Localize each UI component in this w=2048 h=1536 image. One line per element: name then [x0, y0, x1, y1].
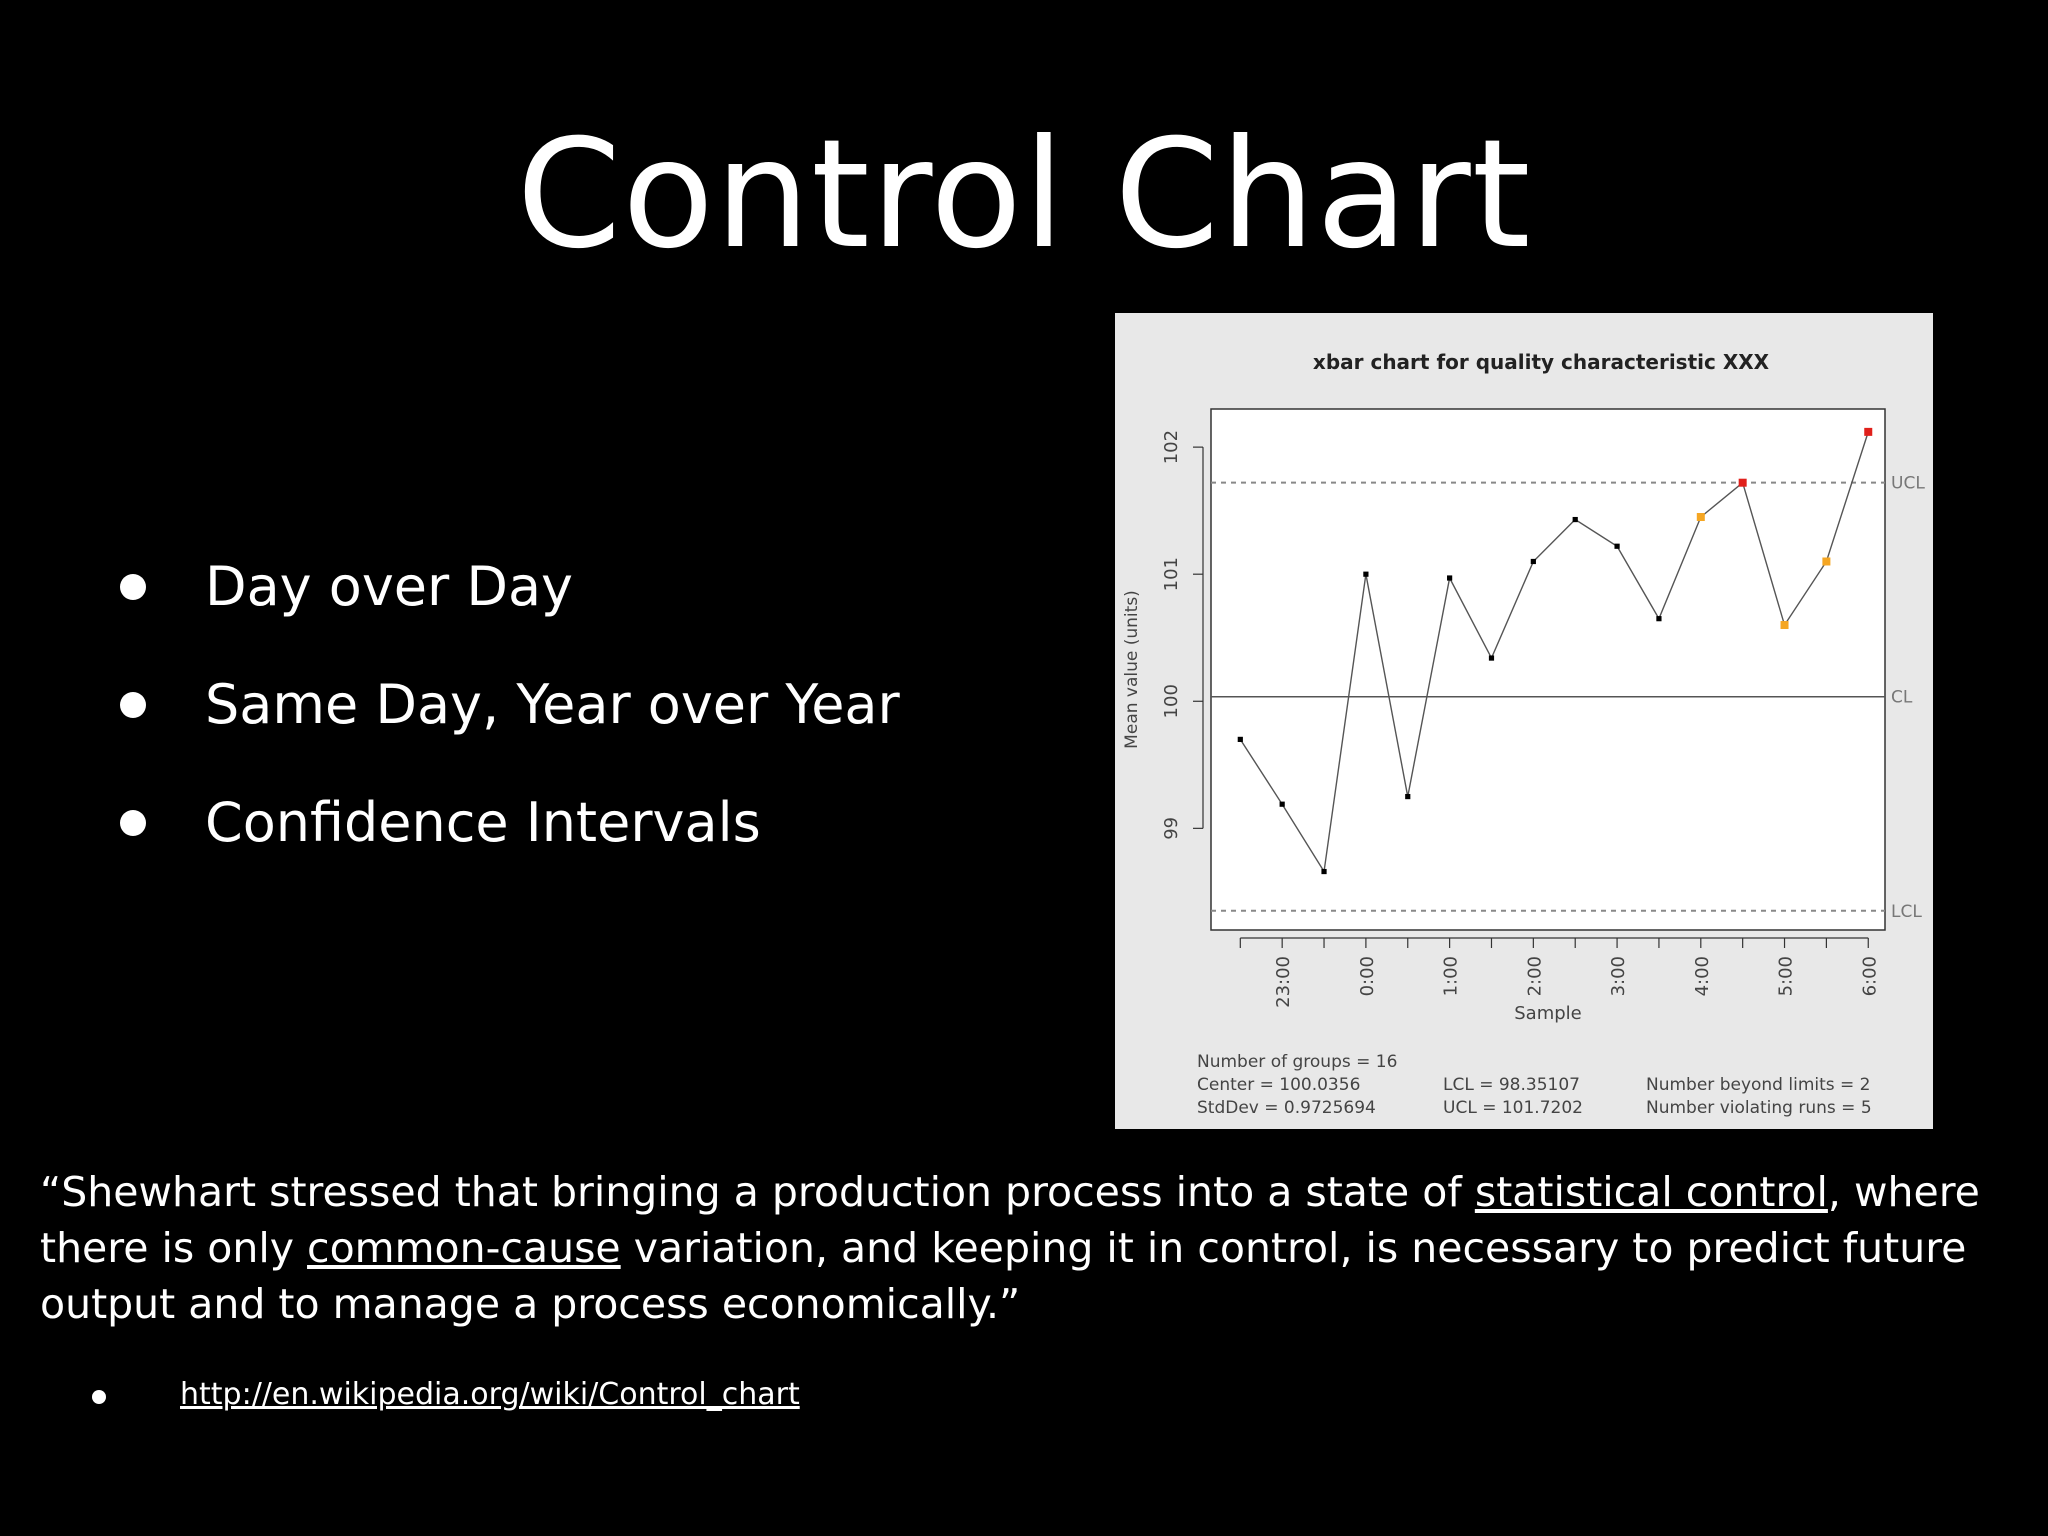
quote-text-start: “Shewhart stressed that bringing a produ…	[40, 1168, 1475, 1216]
y-tick-label: 99	[1161, 817, 1182, 840]
data-point-normal	[1614, 543, 1620, 549]
quote-text-middle: , where there is only	[40, 1168, 1980, 1272]
data-point-normal	[1279, 801, 1285, 807]
stats-text: Number beyond limits = 2	[1646, 1075, 1871, 1095]
data-point-run-violation	[1822, 557, 1831, 566]
wikipedia-control-chart-link[interactable]: http://en.wikipedia.org/wiki/Control_cha…	[180, 1377, 800, 1412]
x-tick-label: 23:00	[1273, 956, 1294, 1008]
y-axis-label: Mean value (units)	[1122, 590, 1142, 749]
common-cause-link[interactable]: common-cause	[307, 1224, 621, 1272]
shewhart-quote: “Shewhart stressed that bringing a produ…	[40, 1164, 2030, 1332]
bullet-text: Confidence Intervals	[205, 791, 761, 854]
x-axis-label: Sample	[1514, 1003, 1582, 1024]
x-tick-label: 3:00	[1608, 956, 1629, 996]
bullet-list: Day over Day Same Day, Year over Year Co…	[110, 560, 900, 914]
chart-title: xbar chart for quality characteristic XX…	[1313, 350, 1770, 374]
bullet-dot-icon	[120, 692, 146, 718]
x-tick-label: 2:00	[1524, 956, 1545, 996]
bullet-dot-icon	[120, 810, 146, 836]
data-point-normal	[1572, 516, 1578, 523]
ucl-label: UCL	[1891, 474, 1925, 494]
xbar-control-chart: xbar chart for quality characteristic XX…	[1122, 350, 1925, 1118]
data-point-normal	[1488, 655, 1495, 661]
x-tick-label: 5:00	[1776, 956, 1797, 996]
data-point-run-violation	[1696, 513, 1705, 522]
x-tick-label: 6:00	[1859, 956, 1880, 996]
plot-area	[1210, 408, 1886, 931]
data-point-normal	[1321, 868, 1327, 875]
stats-text: LCL = 98.35107	[1443, 1075, 1580, 1095]
quote-text-end: variation, and keeping it in control, is…	[40, 1224, 1967, 1328]
y-tick-label: 102	[1161, 430, 1182, 464]
data-point-beyond-limit	[1864, 427, 1873, 436]
stats-text: Number of groups = 16	[1197, 1052, 1397, 1072]
data-point-normal	[1237, 736, 1243, 742]
y-tick-label: 100	[1161, 684, 1182, 718]
x-tick-label: 1:00	[1441, 956, 1462, 996]
bullet-item: Same Day, Year over Year	[110, 678, 900, 796]
stats-text: Number violating runs = 5	[1646, 1098, 1872, 1118]
data-point-normal	[1447, 575, 1453, 581]
data-point-normal	[1405, 793, 1411, 800]
cl-label: CL	[1891, 688, 1913, 708]
lcl-label: LCL	[1891, 902, 1922, 922]
bullet-text: Same Day, Year over Year	[205, 673, 900, 736]
stats-text: StdDev = 0.9725694	[1197, 1098, 1376, 1118]
reference-bullet-icon	[92, 1390, 106, 1404]
slide-title: Control Chart	[516, 108, 1532, 282]
bullet-item: Confidence Intervals	[110, 796, 900, 914]
stats-text: UCL = 101.7202	[1443, 1098, 1583, 1118]
statistical-control-link[interactable]: statistical control	[1474, 1168, 1828, 1216]
data-point-beyond-limit	[1738, 478, 1747, 487]
data-series-line	[1239, 431, 1869, 874]
data-point-normal	[1530, 558, 1536, 565]
bullet-item: Day over Day	[110, 560, 900, 678]
x-tick-label: 0:00	[1357, 956, 1378, 996]
data-point-normal	[1656, 616, 1662, 622]
y-tick-label: 101	[1161, 557, 1182, 591]
bullet-text: Day over Day	[205, 555, 574, 618]
data-point-normal	[1363, 571, 1369, 577]
reference: http://en.wikipedia.org/wiki/Control_cha…	[90, 1380, 800, 1410]
stats-text: Center = 100.0356	[1197, 1075, 1360, 1095]
control-chart-image: xbar chart for quality characteristic XX…	[1115, 313, 1933, 1129]
x-tick-label: 4:00	[1692, 956, 1713, 996]
data-point-run-violation	[1780, 621, 1789, 630]
bullet-dot-icon	[120, 574, 146, 600]
